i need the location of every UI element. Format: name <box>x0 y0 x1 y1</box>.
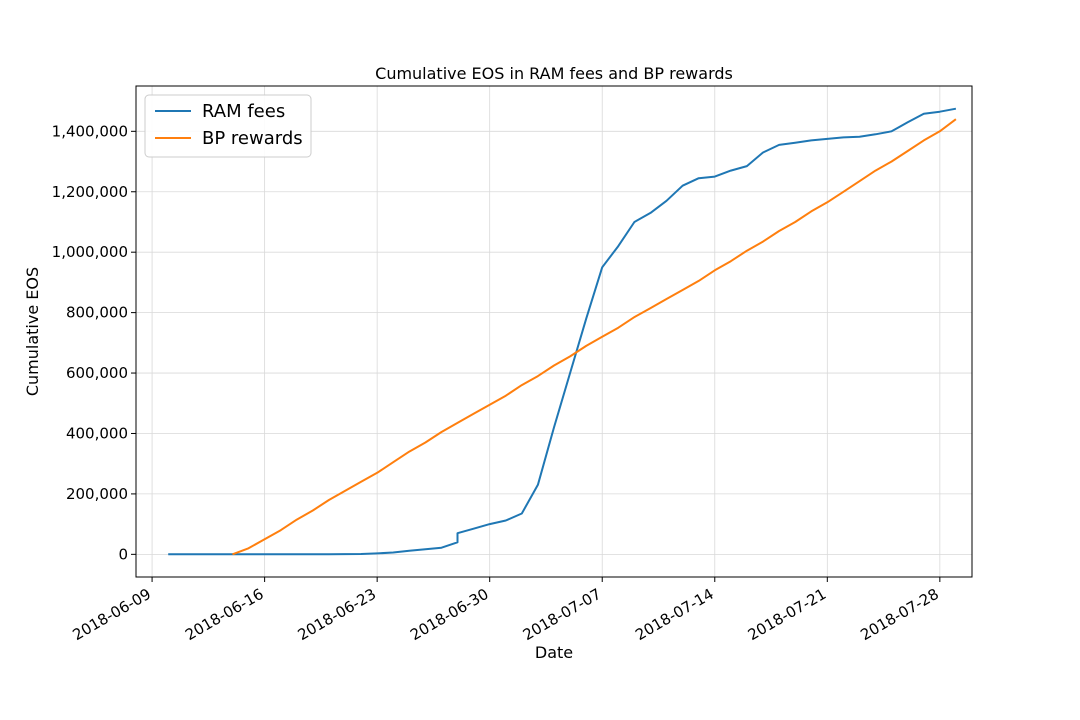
legend-label: RAM fees <box>202 101 285 122</box>
y-tick-label: 1,200,000 <box>52 183 128 201</box>
x-tick-label: 2018-07-07 <box>520 585 605 644</box>
x-tick-label: 2018-07-28 <box>857 585 942 644</box>
x-tick-label: 2018-06-09 <box>70 585 155 644</box>
y-tick-label: 600,000 <box>66 364 128 382</box>
x-axis-title: Date <box>535 643 573 662</box>
x-tick-label: 2018-06-16 <box>182 585 267 644</box>
y-tick-label: 1,400,000 <box>52 122 128 140</box>
legend: RAM fees BP rewards <box>144 94 312 158</box>
x-tick-label: 2018-06-30 <box>407 585 492 644</box>
series-line-ram-fees <box>168 107 957 556</box>
series-lines <box>168 107 957 556</box>
legend-label: BP rewards <box>202 128 303 149</box>
x-tick-label: 2018-07-14 <box>632 585 717 644</box>
grid-lines <box>136 86 972 577</box>
y-tick-label: 200,000 <box>66 485 128 503</box>
y-axis: 0 200,000 400,000 600,000 800,000 1,000,000 1,… <box>52 122 136 563</box>
x-tick-label: 2018-06-23 <box>295 585 380 644</box>
y-axis-title: Cumulative EOS <box>23 267 42 396</box>
chart-title: Cumulative EOS in RAM fees and BP reward… <box>375 64 733 83</box>
plot-frame <box>135 85 973 578</box>
y-tick-label: 0 <box>118 545 128 563</box>
x-tick-label: 2018-07-21 <box>745 585 830 644</box>
x-axis: 2018-06-09 2018-06-16 2018-06-23 2018-06-30… <box>70 577 942 644</box>
y-tick-label: 1,000,000 <box>52 243 128 261</box>
series-line-bp-rewards <box>232 118 957 556</box>
y-tick-label: 800,000 <box>66 304 128 322</box>
y-tick-label: 400,000 <box>66 424 128 442</box>
